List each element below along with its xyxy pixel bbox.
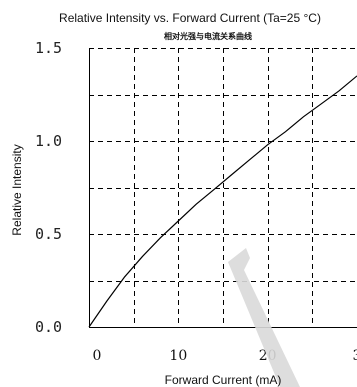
x-axis-label: Forward Current (mA): [165, 373, 282, 387]
chart-subtitle: 相对光强与电流关系曲线: [164, 31, 252, 41]
grid: [89, 48, 357, 327]
x-tick-label: 0: [93, 348, 102, 364]
axes: [89, 48, 357, 328]
y-tick-label: 0.5: [35, 225, 62, 243]
tick-labels: 0.00.51.01.5010203: [35, 39, 357, 364]
watermark: [228, 248, 300, 387]
x-tick-label: 3: [353, 348, 357, 364]
x-tick-label: 10: [169, 348, 187, 364]
y-tick-label: 1.0: [35, 132, 62, 150]
chart-title: Relative Intensity vs. Forward Current (…: [59, 11, 321, 25]
y-tick-label: 0.0: [35, 318, 62, 336]
series: [88, 75, 357, 328]
y-tick-label: 1.5: [35, 39, 62, 57]
y-axis-label: Relative Intensity: [10, 144, 24, 235]
series-line: [88, 75, 357, 328]
watermark-stroke: [228, 248, 300, 387]
